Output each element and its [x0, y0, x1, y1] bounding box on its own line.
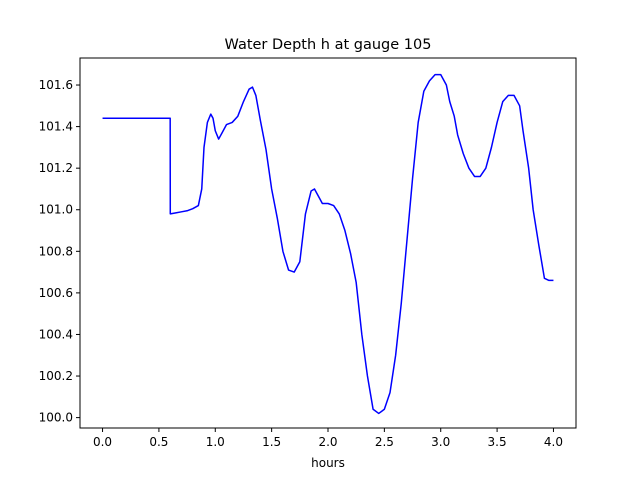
y-tick-label: 100.4 [39, 327, 73, 341]
plot-area [102, 73, 554, 415]
x-axis-label: hours [311, 456, 345, 470]
x-tick-label: 0.5 [149, 435, 168, 449]
x-tick-label: 1.0 [206, 435, 225, 449]
chart-title: Water Depth h at gauge 105 [225, 37, 432, 53]
y-tick-label: 100.2 [39, 369, 73, 383]
y-tick-label: 101.2 [39, 161, 73, 175]
y-axis: 100.0 100.2 100.4 100.6 100.8 101.0 101.2 101.4… [39, 78, 80, 425]
y-tick-label: 101.0 [39, 203, 73, 217]
x-tick-label: 0.0 [93, 435, 112, 449]
x-tick-label: 2.0 [318, 435, 337, 449]
x-tick-label: 2.5 [375, 435, 394, 449]
y-tick-label: 100.0 [39, 411, 73, 425]
y-tick-label: 101.6 [39, 78, 73, 92]
x-tick-label: 3.5 [488, 435, 507, 449]
y-tick-label: 101.4 [39, 120, 73, 134]
x-tick-label: 1.5 [262, 435, 281, 449]
y-tick-label: 100.6 [39, 286, 73, 300]
x-tick-label: 3.0 [431, 435, 450, 449]
x-tick-label: 4.0 [544, 435, 563, 449]
series-line-0 [102, 73, 554, 415]
x-axis: 0.0 0.5 1.0 1.5 2.0 2.5 3.0 3.5 4.0 [93, 428, 563, 449]
y-tick-label: 100.8 [39, 244, 73, 258]
